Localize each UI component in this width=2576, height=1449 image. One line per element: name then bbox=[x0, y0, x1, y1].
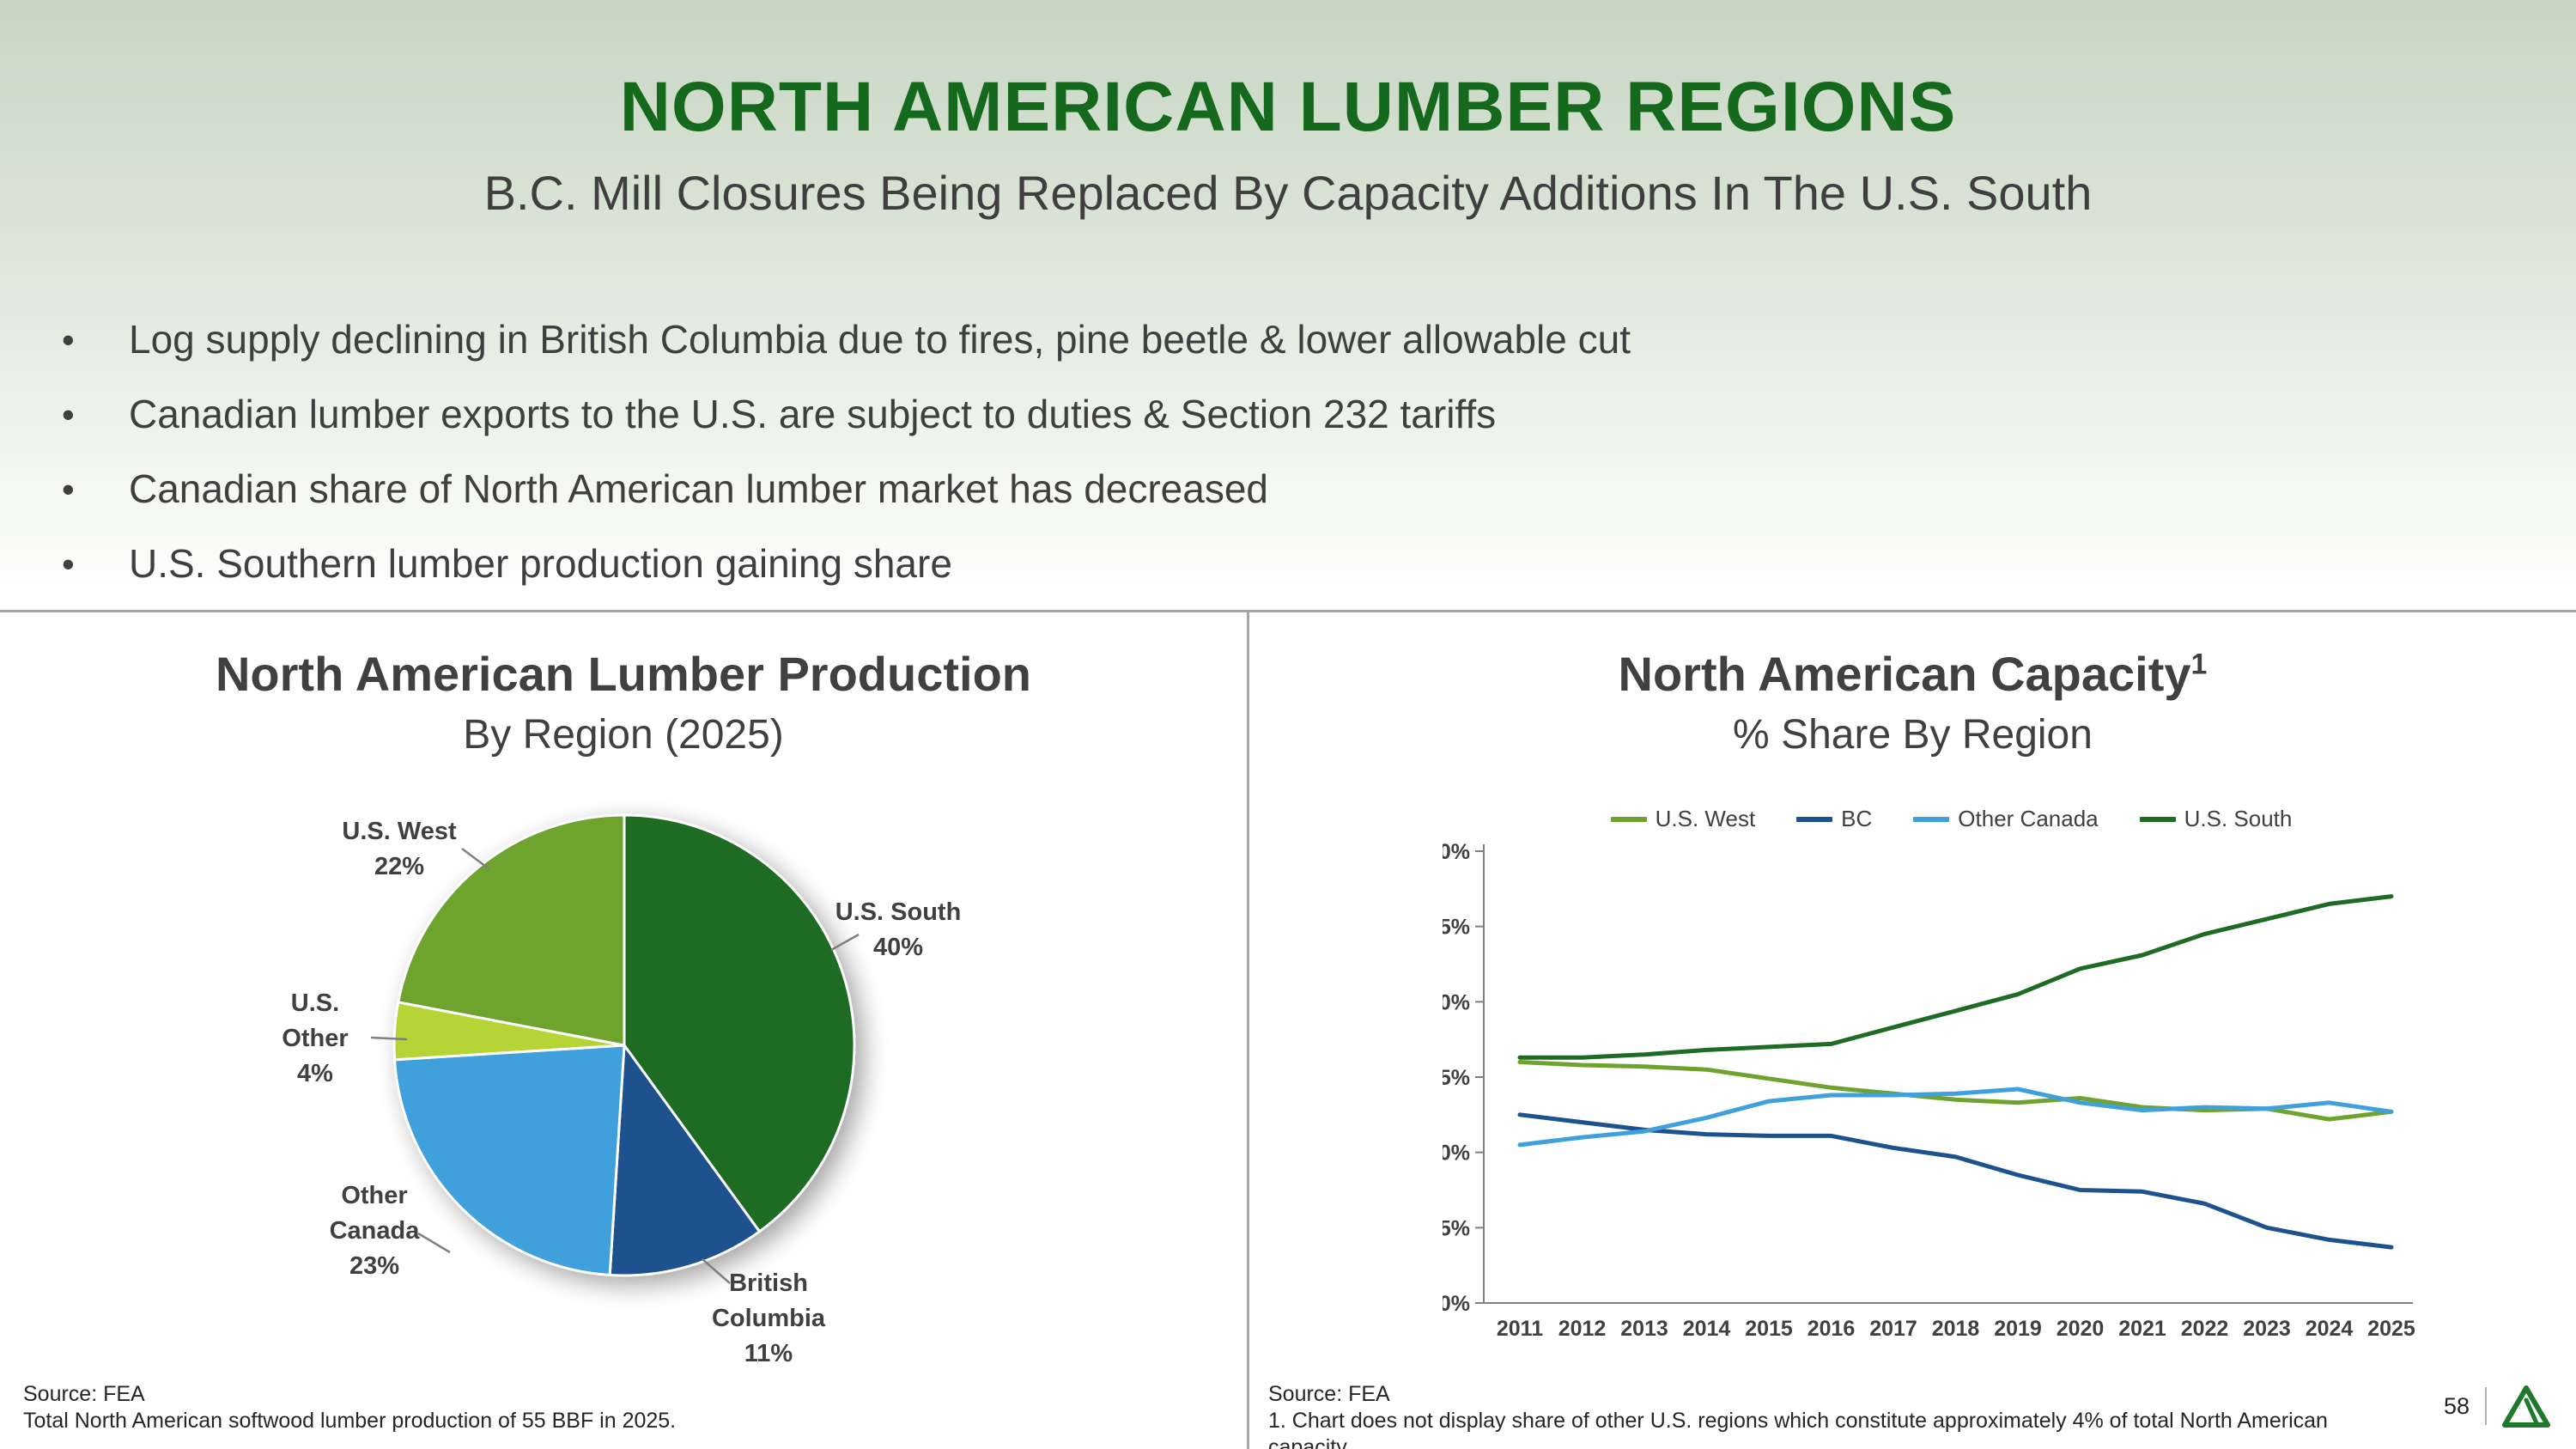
pie-label-pct: 11% bbox=[744, 1340, 793, 1367]
legend-label: BC bbox=[1841, 806, 1873, 831]
x-tick-label: 2022 bbox=[2181, 1317, 2229, 1341]
pie-label-pct: 40% bbox=[872, 934, 924, 961]
x-tick-label: 2025 bbox=[2367, 1317, 2415, 1341]
legend-swatch-icon bbox=[1796, 816, 1833, 822]
pie-label-text: U.S. Other bbox=[282, 989, 349, 1052]
legend-swatch-icon bbox=[1610, 816, 1647, 822]
pie-label-us-other: U.S. Other 4% bbox=[268, 986, 362, 1092]
legend-item-bc: BC bbox=[1796, 806, 1872, 832]
legend-item-u-s-south: U.S. South bbox=[2139, 806, 2293, 832]
slide-subtitle: B.C. Mill Closures Being Replaced By Cap… bbox=[483, 166, 2093, 220]
line-chart-subtitle: % Share By Region bbox=[1733, 712, 2093, 758]
page-number: 58 bbox=[2443, 1392, 2470, 1419]
x-tick-label: 2017 bbox=[1869, 1317, 1917, 1341]
pie-label-us-west: U.S. West 22% bbox=[279, 814, 519, 885]
pie-slice-u-s-south bbox=[623, 813, 856, 1233]
legend-label: Other Canada bbox=[1958, 806, 2099, 831]
source-line: Total North American softwood lumber pro… bbox=[23, 1409, 677, 1433]
line-chart-legend: U.S. West BC Other Canada U.S. South bbox=[1249, 806, 2576, 832]
source-line: Source: FEA bbox=[23, 1382, 145, 1406]
legend-swatch-icon bbox=[2139, 816, 2176, 822]
pie-chart bbox=[392, 813, 856, 1277]
legend-item-other-canada: Other Canada bbox=[1913, 806, 2099, 832]
x-tick-label: 2021 bbox=[2118, 1317, 2166, 1341]
bullet-item: Log supply declining in British Columbia… bbox=[62, 302, 2447, 377]
line-chart-title-text: North American Capacity bbox=[1618, 647, 2191, 701]
legend-label: U.S. West bbox=[1655, 806, 1756, 831]
pie-label-pct: 23% bbox=[349, 1252, 400, 1280]
x-tick-label: 2011 bbox=[1497, 1317, 1543, 1341]
y-tick-label: 25% bbox=[1443, 1066, 1470, 1090]
bullet-item: Canadian lumber exports to the U.S. are … bbox=[62, 377, 2447, 452]
bullet-item: Canadian share of North American lumber … bbox=[62, 452, 2447, 527]
series-line-u-s-south bbox=[1517, 894, 2394, 1060]
x-tick-label: 2014 bbox=[1683, 1317, 1731, 1341]
pie-slice-british-columbia bbox=[608, 1041, 762, 1277]
x-tick-label: 2016 bbox=[1807, 1317, 1856, 1341]
pie-slice-other-canada bbox=[392, 1044, 626, 1277]
y-tick-label: 20% bbox=[1443, 1142, 1470, 1166]
x-tick-label: 2015 bbox=[1745, 1317, 1793, 1341]
source-line: Source: FEA bbox=[1268, 1382, 1390, 1406]
pie-label-text: U.S. South bbox=[835, 898, 962, 926]
pie-chart-title: North American Lumber Production bbox=[215, 647, 1031, 701]
legend-swatch-icon bbox=[1913, 816, 1950, 822]
y-tick-label: 35% bbox=[1443, 916, 1470, 940]
pie-label-pct: 4% bbox=[297, 1060, 333, 1087]
series-line-bc bbox=[1517, 1112, 2394, 1250]
line-chart-title: North American Capacity1 bbox=[1249, 646, 2576, 702]
pie-label-text: U.S. West bbox=[342, 818, 457, 845]
legend-item-u-s-west: U.S. West bbox=[1610, 806, 1756, 832]
page-footer: 58 bbox=[2444, 1385, 2550, 1428]
y-tick-label: 30% bbox=[1443, 990, 1470, 1014]
series-line-other-canada bbox=[1517, 1087, 2394, 1148]
x-tick-label: 2013 bbox=[1620, 1317, 1668, 1341]
y-tick-label: 10% bbox=[1443, 1292, 1470, 1316]
pie-label-text: Other Canada bbox=[329, 1182, 420, 1245]
source-line: 1. Chart does not display share of other… bbox=[1268, 1409, 2328, 1449]
pie-label-text: British Columbia bbox=[711, 1269, 826, 1332]
left-source-note: Source: FEA Total North American softwoo… bbox=[23, 1381, 1225, 1434]
y-tick-label: 40% bbox=[1443, 840, 1470, 864]
x-tick-label: 2012 bbox=[1558, 1317, 1607, 1341]
pie-label-british-columbia: British Columbia 11% bbox=[696, 1266, 841, 1372]
x-tick-label: 2023 bbox=[2243, 1317, 2291, 1341]
vertical-divider bbox=[1247, 610, 1249, 1449]
line-chart: 10% 15% 20% 25% 30% 35% 40% 2011 2012 2013 2014 201… bbox=[1443, 840, 2415, 1341]
footnote-superscript: 1 bbox=[2190, 648, 2208, 681]
pie-label-pct: 22% bbox=[374, 853, 425, 880]
bullet-item: U.S. Southern lumber production gaining … bbox=[62, 527, 2447, 601]
pie-label-other-canada: Other Canada 23% bbox=[314, 1178, 434, 1284]
footer-separator bbox=[2485, 1387, 2487, 1425]
slide-title: NORTH AMERICAN LUMBER REGIONS bbox=[619, 68, 1957, 146]
legend-label: U.S. South bbox=[2184, 806, 2293, 831]
x-tick-label: 2018 bbox=[1932, 1317, 1980, 1341]
right-source-note: Source: FEA 1. Chart does not display sh… bbox=[1268, 1381, 2376, 1449]
pie-chart-subtitle: By Region (2025) bbox=[463, 712, 784, 758]
pie-label-us-south: U.S. South 40% bbox=[778, 895, 1018, 965]
x-tick-label: 2024 bbox=[2306, 1317, 2354, 1341]
company-logo-icon bbox=[2502, 1385, 2550, 1428]
bullet-list: Log supply declining in British Columbia… bbox=[62, 302, 2447, 601]
y-tick-label: 15% bbox=[1443, 1216, 1470, 1240]
horizontal-divider bbox=[0, 610, 2576, 612]
x-tick-label: 2020 bbox=[2057, 1317, 2105, 1341]
x-tick-label: 2019 bbox=[1994, 1317, 2042, 1341]
